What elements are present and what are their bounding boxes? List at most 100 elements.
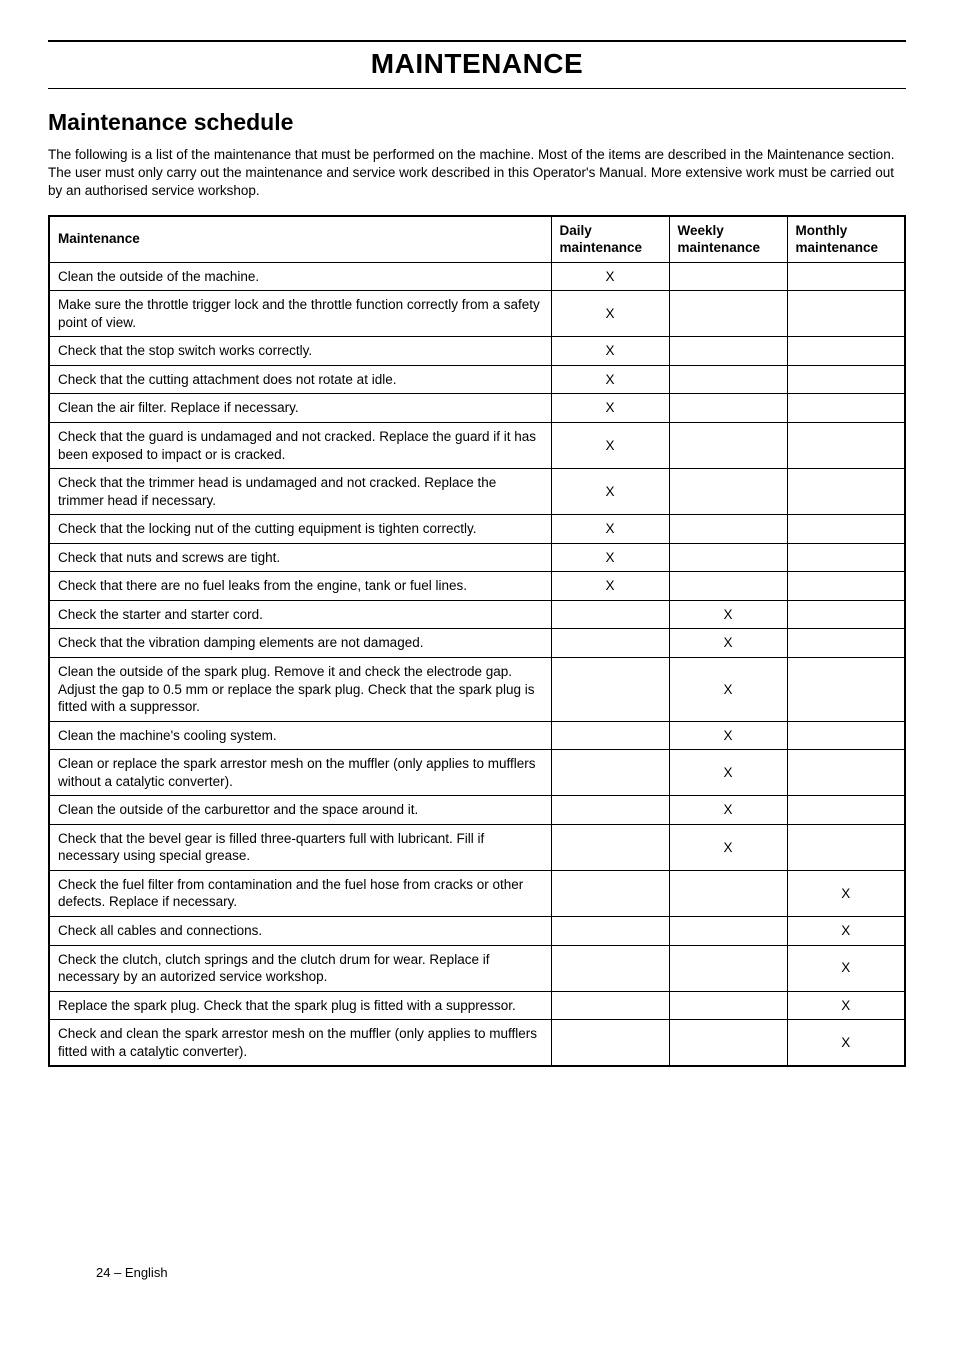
weekly-cell [669,262,787,291]
monthly-cell [787,796,905,825]
task-cell: Check that the bevel gear is filled thre… [49,824,551,870]
table-row: Check the starter and starter cord. X [49,600,905,629]
weekly-cell [669,945,787,991]
task-cell: Check and clean the spark arrestor mesh … [49,1020,551,1067]
table-row: Clean the outside of the carburettor and… [49,796,905,825]
weekly-cell [669,423,787,469]
table-row: Check that the trimmer head is undamaged… [49,469,905,515]
weekly-cell [669,469,787,515]
task-cell: Clean the air filter. Replace if necessa… [49,394,551,423]
weekly-cell [669,991,787,1020]
monthly-cell [787,600,905,629]
daily-cell [551,870,669,916]
daily-cell [551,750,669,796]
weekly-cell: X [669,629,787,658]
daily-cell: X [551,515,669,544]
monthly-cell [787,572,905,601]
task-cell: Check that the stop switch works correct… [49,337,551,366]
daily-cell: X [551,543,669,572]
page-footer: 24 – English [96,1265,168,1280]
monthly-cell [787,337,905,366]
table-row: Clean the outside of the machine.X [49,262,905,291]
weekly-cell [669,337,787,366]
monthly-cell [787,469,905,515]
monthly-cell [787,291,905,337]
table-row: Clean the machine's cooling system.X [49,721,905,750]
task-cell: Check the starter and starter cord. [49,600,551,629]
weekly-cell: X [669,750,787,796]
task-cell: Clean the outside of the carburettor and… [49,796,551,825]
task-cell: Make sure the throttle trigger lock and … [49,291,551,337]
monthly-cell [787,365,905,394]
task-cell: Check that the vibration damping element… [49,629,551,658]
table-row: Check that the locking nut of the cuttin… [49,515,905,544]
daily-cell: X [551,291,669,337]
task-cell: Clean the outside of the machine. [49,262,551,291]
table-row: Check all cables and connections. X [49,916,905,945]
task-cell: Check that the guard is undamaged and no… [49,423,551,469]
monthly-cell [787,262,905,291]
daily-cell [551,796,669,825]
task-cell: Clean or replace the spark arrestor mesh… [49,750,551,796]
weekly-cell: X [669,600,787,629]
monthly-cell [787,657,905,721]
col-header-maintenance: Maintenance [49,216,551,263]
table-row: Check that the bevel gear is filled thre… [49,824,905,870]
table-row: Check that the cutting attachment does n… [49,365,905,394]
weekly-cell [669,572,787,601]
monthly-cell: X [787,870,905,916]
daily-cell [551,824,669,870]
task-cell: Check that the trimmer head is undamaged… [49,469,551,515]
weekly-cell [669,1020,787,1067]
daily-cell [551,991,669,1020]
task-cell: Check that the cutting attachment does n… [49,365,551,394]
task-cell: Check that the locking nut of the cuttin… [49,515,551,544]
weekly-cell [669,291,787,337]
task-cell: Clean the machine's cooling system. [49,721,551,750]
daily-cell [551,1020,669,1067]
table-row: Check that there are no fuel leaks from … [49,572,905,601]
daily-cell: X [551,423,669,469]
table-row: Check that the stop switch works correct… [49,337,905,366]
daily-cell [551,945,669,991]
table-row: Check and clean the spark arrestor mesh … [49,1020,905,1067]
table-row: Replace the spark plug. Check that the s… [49,991,905,1020]
monthly-cell [787,394,905,423]
page-title-bar: MAINTENANCE [48,40,906,89]
col-header-daily: Daily maintenance [551,216,669,263]
daily-cell: X [551,394,669,423]
table-row: Check that the guard is undamaged and no… [49,423,905,469]
intro-paragraph: The following is a list of the maintenan… [48,146,906,201]
monthly-cell [787,629,905,658]
weekly-cell: X [669,657,787,721]
page-title: MAINTENANCE [371,48,583,79]
monthly-cell [787,824,905,870]
task-cell: Clean the outside of the spark plug. Rem… [49,657,551,721]
daily-cell: X [551,262,669,291]
monthly-cell [787,543,905,572]
table-row: Clean the outside of the spark plug. Rem… [49,657,905,721]
daily-cell [551,600,669,629]
daily-cell: X [551,572,669,601]
monthly-cell [787,750,905,796]
col-header-monthly: Monthly maintenance [787,216,905,263]
task-cell: Check all cables and connections. [49,916,551,945]
weekly-cell: X [669,824,787,870]
table-row: Clean or replace the spark arrestor mesh… [49,750,905,796]
maintenance-table: Maintenance Daily maintenance Weekly mai… [48,215,906,1068]
table-header-row: Maintenance Daily maintenance Weekly mai… [49,216,905,263]
weekly-cell [669,870,787,916]
table-row: Make sure the throttle trigger lock and … [49,291,905,337]
task-cell: Check that there are no fuel leaks from … [49,572,551,601]
task-cell: Replace the spark plug. Check that the s… [49,991,551,1020]
daily-cell: X [551,469,669,515]
monthly-cell: X [787,991,905,1020]
weekly-cell [669,515,787,544]
daily-cell [551,721,669,750]
monthly-cell: X [787,916,905,945]
monthly-cell: X [787,1020,905,1067]
monthly-cell [787,423,905,469]
table-row: Check the fuel filter from contamination… [49,870,905,916]
weekly-cell: X [669,796,787,825]
col-header-weekly: Weekly maintenance [669,216,787,263]
